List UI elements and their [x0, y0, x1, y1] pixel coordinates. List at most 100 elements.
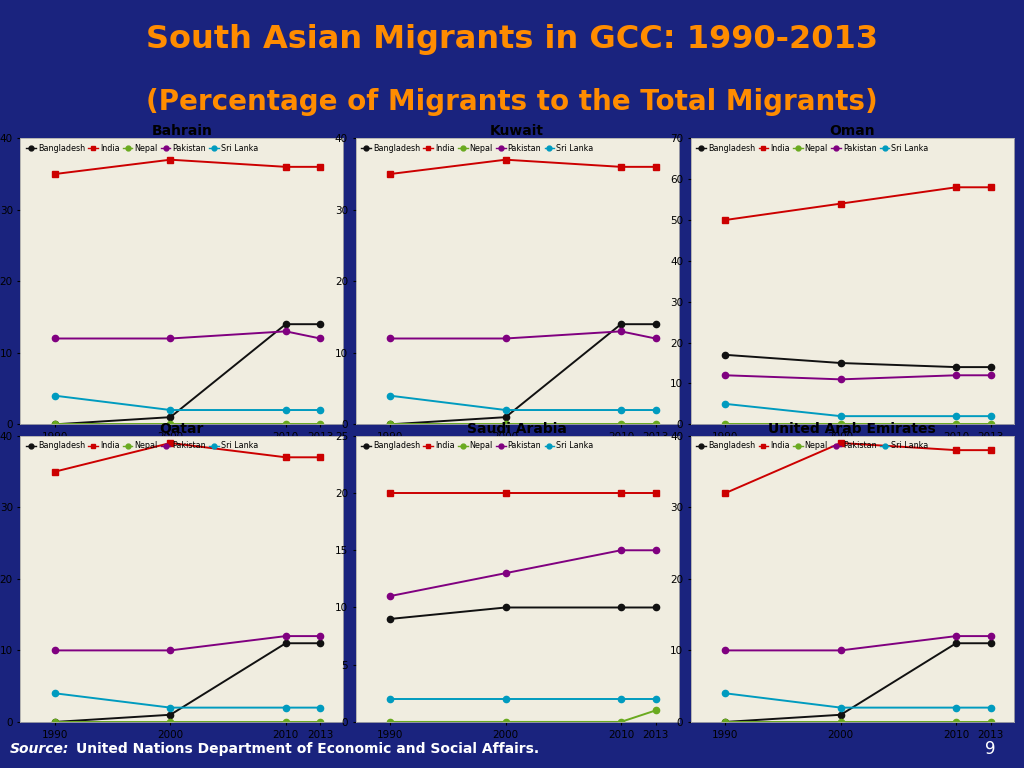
Line: Bangladesh: Bangladesh — [52, 640, 324, 725]
Nepal — [719, 419, 731, 429]
Bangladesh — [314, 319, 327, 329]
Line: Pakistan: Pakistan — [722, 633, 994, 654]
Bangladesh — [835, 359, 847, 368]
India — [835, 199, 847, 208]
India — [280, 162, 292, 171]
Title: Bahrain: Bahrain — [152, 124, 212, 138]
Sri Lanka — [49, 689, 61, 698]
Nepal — [314, 419, 327, 429]
Nepal — [314, 717, 327, 727]
Bangladesh — [500, 603, 512, 612]
India — [49, 170, 61, 179]
Pakistan — [950, 631, 963, 641]
India — [384, 488, 396, 498]
India — [164, 439, 176, 448]
Nepal — [164, 717, 176, 727]
Title: United Arab Emirates: United Arab Emirates — [768, 422, 936, 436]
Pakistan — [984, 631, 996, 641]
Line: India: India — [52, 440, 324, 475]
Bangladesh — [614, 603, 627, 612]
India — [984, 445, 996, 455]
Bangladesh — [649, 319, 662, 329]
India — [500, 488, 512, 498]
Sri Lanka — [49, 391, 61, 400]
Nepal — [280, 419, 292, 429]
Line: Sri Lanka: Sri Lanka — [52, 392, 324, 413]
Legend: Bangladesh, India, Nepal, Pakistan, Sri Lanka: Bangladesh, India, Nepal, Pakistan, Sri … — [359, 440, 595, 452]
Bangladesh — [950, 639, 963, 648]
India — [719, 215, 731, 224]
India — [314, 452, 327, 462]
Line: Bangladesh: Bangladesh — [52, 321, 324, 428]
Legend: Bangladesh, India, Nepal, Pakistan, Sri Lanka: Bangladesh, India, Nepal, Pakistan, Sri … — [25, 440, 260, 452]
Line: Sri Lanka: Sri Lanka — [722, 401, 994, 419]
Sri Lanka — [384, 694, 396, 703]
India — [49, 467, 61, 476]
Pakistan — [649, 334, 662, 343]
India — [950, 183, 963, 192]
Nepal — [649, 706, 662, 715]
Pakistan — [280, 631, 292, 641]
Line: Sri Lanka: Sri Lanka — [52, 690, 324, 710]
Nepal — [950, 717, 963, 727]
Sri Lanka — [984, 412, 996, 421]
Sri Lanka — [500, 694, 512, 703]
Sri Lanka — [649, 694, 662, 703]
India — [500, 155, 512, 164]
Pakistan — [719, 646, 731, 655]
Nepal — [164, 419, 176, 429]
India — [835, 439, 847, 448]
Line: India: India — [387, 157, 658, 177]
Pakistan — [835, 375, 847, 384]
Line: Pakistan: Pakistan — [52, 328, 324, 342]
Pakistan — [719, 371, 731, 380]
Nepal — [614, 717, 627, 727]
Line: Pakistan: Pakistan — [52, 633, 324, 654]
Bangladesh — [719, 717, 731, 727]
Line: India: India — [722, 440, 994, 496]
Legend: Bangladesh, India, Nepal, Pakistan, Sri Lanka: Bangladesh, India, Nepal, Pakistan, Sri … — [25, 142, 260, 154]
Sri Lanka — [280, 406, 292, 415]
Nepal — [614, 419, 627, 429]
Pakistan — [164, 646, 176, 655]
Sri Lanka — [719, 399, 731, 409]
Bangladesh — [835, 710, 847, 720]
Pakistan — [314, 631, 327, 641]
Sri Lanka — [384, 391, 396, 400]
India — [719, 488, 731, 498]
Nepal — [500, 717, 512, 727]
Sri Lanka — [835, 412, 847, 421]
Title: Kuwait: Kuwait — [490, 124, 544, 138]
Nepal — [384, 419, 396, 429]
India — [950, 445, 963, 455]
Line: Bangladesh: Bangladesh — [722, 352, 994, 370]
Nepal — [49, 419, 61, 429]
Nepal — [649, 419, 662, 429]
India — [984, 183, 996, 192]
Legend: Bangladesh, India, Nepal, Pakistan, Sri Lanka: Bangladesh, India, Nepal, Pakistan, Sri … — [695, 142, 930, 154]
Legend: Bangladesh, India, Nepal, Pakistan, Sri Lanka: Bangladesh, India, Nepal, Pakistan, Sri … — [359, 142, 595, 154]
Bangladesh — [984, 362, 996, 372]
Bangladesh — [49, 419, 61, 429]
Sri Lanka — [950, 412, 963, 421]
Nepal — [835, 717, 847, 727]
Sri Lanka — [649, 406, 662, 415]
Line: Nepal: Nepal — [52, 719, 324, 725]
India — [164, 155, 176, 164]
Bangladesh — [49, 717, 61, 727]
Line: Sri Lanka: Sri Lanka — [722, 690, 994, 710]
India — [280, 452, 292, 462]
Line: Bangladesh: Bangladesh — [387, 321, 658, 428]
Sri Lanka — [950, 703, 963, 712]
Nepal — [984, 419, 996, 429]
Pakistan — [384, 334, 396, 343]
Line: Sri Lanka: Sri Lanka — [387, 392, 658, 413]
Sri Lanka — [164, 406, 176, 415]
Bangladesh — [384, 614, 396, 624]
Pakistan — [835, 646, 847, 655]
Line: Pakistan: Pakistan — [722, 372, 994, 382]
Title: Oman: Oman — [829, 124, 876, 138]
Nepal — [950, 419, 963, 429]
Line: India: India — [387, 490, 658, 496]
Bangladesh — [164, 412, 176, 422]
